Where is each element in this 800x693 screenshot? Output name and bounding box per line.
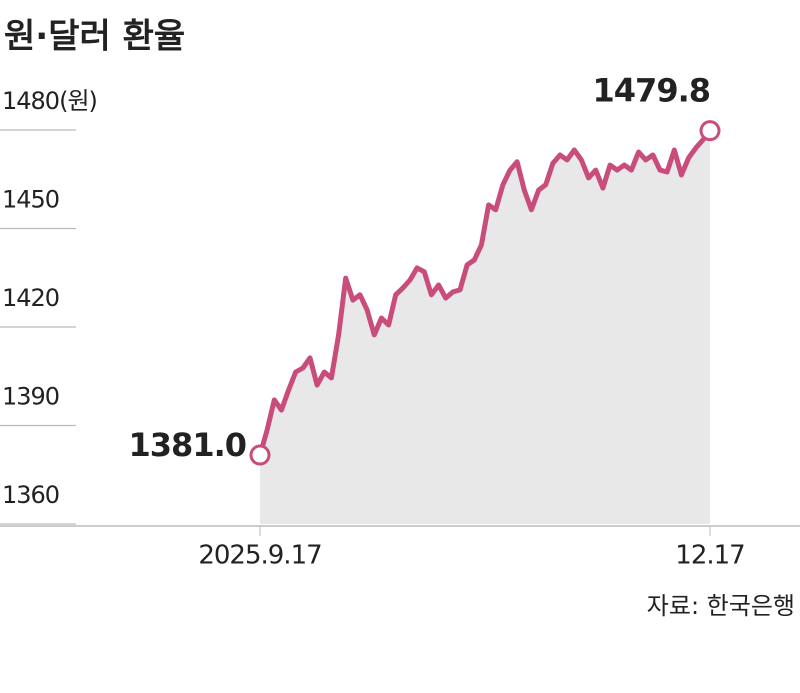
y-tick-label: 1450 <box>2 186 59 214</box>
area <box>260 130 710 524</box>
x-tick-label: 2025.9.17 <box>198 541 321 571</box>
value-label: 1381.0 <box>129 426 246 464</box>
y-tick-label: 1480(원) <box>2 87 97 115</box>
y-tick-label: 1360 <box>2 481 59 509</box>
x-tick-label: 12.17 <box>675 541 744 571</box>
end-marker <box>249 444 271 466</box>
source: 자료: 한국은행 <box>647 592 795 620</box>
y-tick-label: 1390 <box>2 383 59 411</box>
y-tick-label: 1420 <box>2 284 59 312</box>
end-marker <box>699 120 721 142</box>
line <box>257 129 712 456</box>
chart-title: 원·달러 환율 <box>4 17 185 57</box>
value-label: 1479.8 <box>593 72 710 110</box>
